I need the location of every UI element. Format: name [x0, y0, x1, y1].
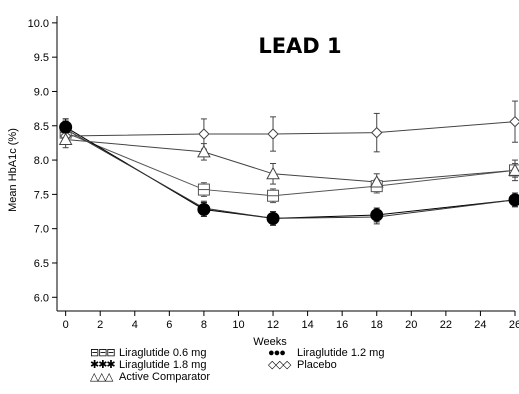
series-liraglutide-1-8-mg — [63, 121, 518, 225]
series-placebo — [63, 101, 518, 152]
legend-symbol: ✱✱✱ — [90, 359, 115, 371]
marker-triangle — [267, 168, 279, 179]
legend-item: ●●● Liraglutide 1.2 mg — [268, 347, 384, 359]
data-point — [198, 184, 209, 195]
x-tick-label: 12 — [267, 319, 279, 331]
series-active-comparator — [63, 131, 518, 190]
data-point — [198, 203, 210, 215]
series-liraglutide-0-6-mg — [63, 124, 518, 202]
marker-circle — [198, 203, 210, 215]
series-line — [66, 129, 515, 218]
legend-label: Placebo — [297, 359, 337, 371]
marker-circle — [267, 212, 279, 224]
x-tick-label: 10 — [232, 319, 244, 331]
x-tick-label: 4 — [132, 319, 138, 331]
y-tick-label: 9.0 — [34, 86, 49, 98]
chart-title: LEAD 1 — [258, 34, 341, 58]
x-tick-label: 2 — [97, 319, 103, 331]
y-tick-label: 8.5 — [34, 121, 49, 133]
marker-circle — [371, 209, 383, 221]
y-tick-label: 7.5 — [34, 189, 49, 201]
data-point — [371, 209, 383, 221]
marker-diamond — [372, 128, 382, 138]
legend-symbol: △△△ — [90, 371, 114, 383]
data-point — [60, 121, 72, 133]
y-tick-label: 6.5 — [34, 258, 49, 270]
legend-label: Liraglutide 0.6 mg — [119, 347, 206, 359]
data-point — [510, 117, 519, 127]
legend-item: △△△ Active Comparator — [90, 371, 210, 383]
data-point — [372, 128, 382, 138]
legend-item: ✱✱✱ Liraglutide 1.8 mg — [90, 359, 206, 371]
x-tick-label: 24 — [474, 319, 486, 331]
legend-symbol: ⊟⊟⊟ — [90, 347, 115, 359]
marker-circle — [60, 121, 72, 133]
series-line — [66, 127, 515, 218]
x-tick-label: 20 — [405, 319, 417, 331]
legend-label: Liraglutide 1.8 mg — [119, 359, 206, 371]
legend-item: ◇◇◇ Placebo — [268, 359, 337, 371]
y-tick-label: 10.0 — [28, 18, 49, 30]
legend-symbol: ◇◇◇ — [268, 359, 292, 371]
y-tick-label: 9.5 — [34, 52, 49, 64]
legend-item: ⊟⊟⊟ Liraglutide 0.6 mg — [90, 347, 206, 359]
marker-circle — [509, 194, 519, 206]
data-point — [509, 194, 519, 206]
series-layer — [60, 101, 519, 225]
data-point — [267, 212, 279, 224]
legend-symbol: ●●● — [268, 347, 285, 359]
marker-diamond — [268, 129, 278, 139]
x-tick-label: 0 — [63, 319, 69, 331]
marker-diamond — [510, 117, 519, 127]
data-point — [268, 129, 278, 139]
series-line — [66, 122, 515, 136]
legend: ⊟⊟⊟ Liraglutide 0.6 mg ●●● Liraglutide 1.2 … — [90, 347, 384, 383]
x-tick-label: 18 — [371, 319, 383, 331]
x-tick-label: 16 — [336, 319, 348, 331]
data-point — [199, 129, 209, 139]
x-tick-label: 6 — [166, 319, 172, 331]
y-tick-label: 7.0 — [34, 224, 49, 236]
x-tick-label: 8 — [201, 319, 207, 331]
marker-diamond — [199, 129, 209, 139]
y-tick-label: 6.0 — [34, 292, 49, 304]
x-tick-label: 26 — [509, 319, 519, 331]
data-point — [268, 190, 279, 201]
legend-label: Active Comparator — [119, 371, 210, 383]
y-axis-title: Mean HbA1c (%) — [7, 128, 19, 212]
x-tick-label: 14 — [301, 319, 313, 331]
x-tick-label: 22 — [440, 319, 452, 331]
legend-label: Liraglutide 1.2 mg — [297, 347, 384, 359]
y-tick-label: 8.0 — [34, 155, 49, 167]
data-point — [267, 168, 279, 179]
series-line — [66, 133, 515, 196]
